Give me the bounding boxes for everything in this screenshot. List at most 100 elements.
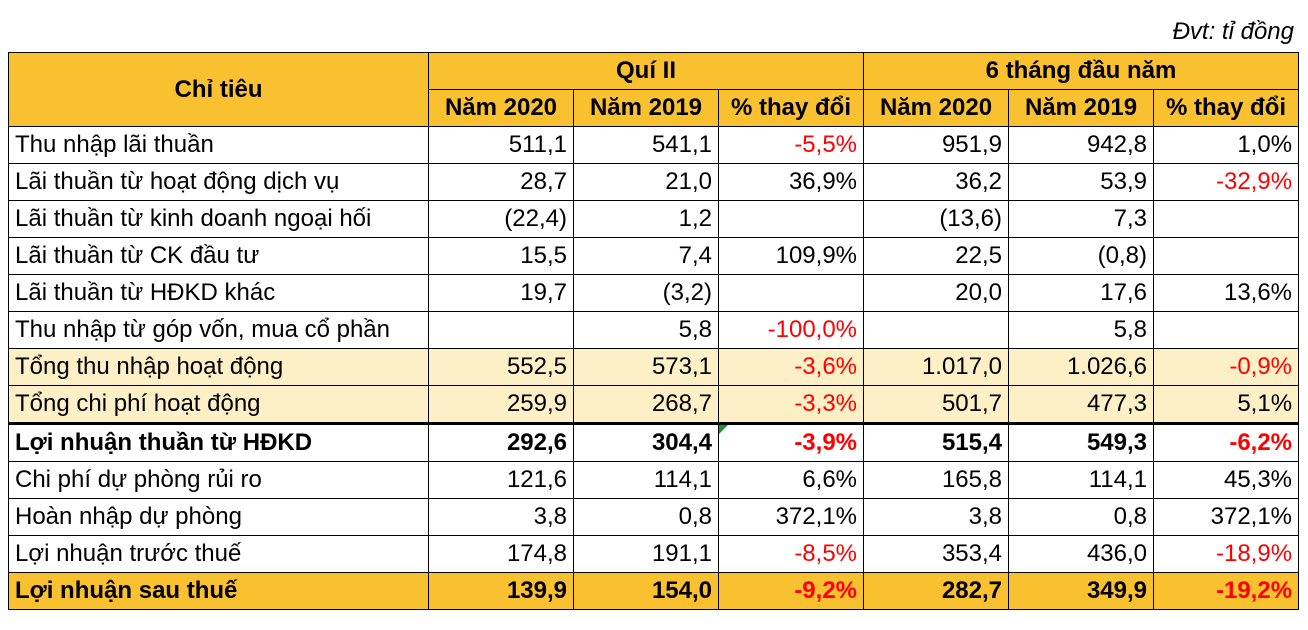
q2-2019-cell: 268,7 bbox=[573, 385, 719, 424]
table-row-total-income: Tổng thu nhập hoạt động 552,5 573,1 -3,6… bbox=[8, 348, 1300, 386]
h1-change-cell: 372,1% bbox=[1153, 498, 1300, 536]
q2-2020-header: Năm 2020 bbox=[428, 89, 574, 127]
row-label: Lợi nhuận thuần từ HĐKD bbox=[8, 422, 429, 462]
q2-change-cell: -9,2% bbox=[717, 572, 865, 610]
table-row: Lãi thuần từ CK đầu tư 15,5 7,4 109,9% 2… bbox=[8, 237, 1300, 275]
q2-change-cell: -3,9% bbox=[717, 422, 865, 462]
table-row-net-profit: Lợi nhuận sau thuế 139,9 154,0 -9,2% 282… bbox=[8, 572, 1300, 610]
table-header: Chỉ tiêu Quí II 6 tháng đầu năm Năm 2020… bbox=[8, 52, 1300, 127]
row-label: Chi phí dự phòng rủi ro bbox=[8, 461, 429, 499]
table-row: Thu nhập lãi thuần 511,1 541,1 -5,5% 951… bbox=[8, 126, 1300, 164]
h1-2020-cell: 951,9 bbox=[863, 126, 1010, 164]
h1-2020-header: Năm 2020 bbox=[863, 89, 1010, 127]
h1-2020-cell bbox=[863, 311, 1010, 349]
q2-2019-cell: 0,8 bbox=[573, 498, 719, 536]
q2-2020-cell: (22,4) bbox=[428, 200, 574, 238]
h1-change-cell bbox=[1153, 311, 1300, 349]
h1-2019-cell: 53,9 bbox=[1008, 163, 1155, 201]
q2-change-cell: 109,9% bbox=[717, 237, 865, 275]
unit-label: Đvt: tỉ đồng bbox=[1172, 18, 1294, 45]
q2-2019-cell: 21,0 bbox=[573, 163, 719, 201]
q2-2019-cell: 541,1 bbox=[573, 126, 719, 164]
h1-change-cell bbox=[1153, 237, 1300, 275]
row-label: Hoàn nhập dự phòng bbox=[8, 498, 429, 536]
q2-2020-cell: 121,6 bbox=[428, 461, 574, 499]
h1-change-cell: -0,9% bbox=[1153, 348, 1300, 386]
table-row: Chi phí dự phòng rủi ro 121,6 114,1 6,6%… bbox=[8, 461, 1300, 499]
header-row-groups: Chỉ tiêu Quí II 6 tháng đầu năm bbox=[8, 52, 1300, 127]
q2-change-value: -3,9% bbox=[794, 429, 858, 456]
h1-2019-cell: 349,9 bbox=[1008, 572, 1155, 610]
q2-2019-cell: 1,2 bbox=[573, 200, 719, 238]
h1-change-cell: -18,9% bbox=[1153, 535, 1300, 573]
h1-2019-cell: 436,0 bbox=[1008, 535, 1155, 573]
q2-2020-cell: 19,7 bbox=[428, 274, 574, 312]
q2-2020-cell: 139,9 bbox=[428, 572, 574, 610]
h1-2019-cell: 0,8 bbox=[1008, 498, 1155, 536]
table-row-operating-profit: Lợi nhuận thuần từ HĐKD 292,6 304,4 -3,9… bbox=[8, 422, 1300, 462]
q2-change-cell: -3,3% bbox=[717, 385, 865, 424]
h1-change-cell: -32,9% bbox=[1153, 163, 1300, 201]
table-row: Lãi thuần từ hoạt động dịch vụ 28,7 21,0… bbox=[8, 163, 1300, 201]
h1-2020-cell: 282,7 bbox=[863, 572, 1010, 610]
row-label: Tổng thu nhập hoạt động bbox=[8, 348, 429, 386]
h1-2019-cell: 549,3 bbox=[1008, 422, 1155, 462]
q2-2020-cell: 552,5 bbox=[428, 348, 574, 386]
q2-change-cell: -5,5% bbox=[717, 126, 865, 164]
h1-2020-cell: (13,6) bbox=[863, 200, 1010, 238]
cell-comment-flag-icon bbox=[719, 426, 728, 434]
q2-group-header: Quí II bbox=[427, 52, 865, 90]
h1-change-cell: 5,1% bbox=[1153, 385, 1300, 424]
table-row-total-expense: Tổng chi phí hoạt động 259,9 268,7 -3,3%… bbox=[8, 385, 1300, 424]
q2-change-cell: -3,6% bbox=[717, 348, 865, 386]
q2-change-cell bbox=[717, 200, 865, 238]
h1-2020-cell: 36,2 bbox=[863, 163, 1010, 201]
row-label: Lãi thuần từ HĐKD khác bbox=[8, 274, 429, 312]
row-label: Thu nhập từ góp vốn, mua cổ phần bbox=[8, 311, 429, 349]
table-row: Lợi nhuận trước thuế 174,8 191,1 -8,5% 3… bbox=[8, 535, 1300, 573]
table-row: Thu nhập từ góp vốn, mua cổ phần 5,8 -10… bbox=[8, 311, 1300, 349]
q2-2019-cell: 191,1 bbox=[573, 535, 719, 573]
q2-change-cell: 372,1% bbox=[717, 498, 865, 536]
q2-2019-cell: (3,2) bbox=[573, 274, 719, 312]
row-label: Lãi thuần từ CK đầu tư bbox=[8, 237, 429, 275]
row-label: Tổng chi phí hoạt động bbox=[8, 385, 429, 424]
q2-2020-cell: 3,8 bbox=[428, 498, 574, 536]
q2-change-header: % thay đổi bbox=[717, 89, 865, 127]
q2-2019-cell: 304,4 bbox=[573, 422, 719, 462]
h1-2019-cell: 7,3 bbox=[1008, 200, 1155, 238]
h1-change-cell: -19,2% bbox=[1153, 572, 1300, 610]
q2-2020-cell: 292,6 bbox=[428, 422, 574, 462]
q2-2020-cell: 28,7 bbox=[428, 163, 574, 201]
h1-2020-cell: 22,5 bbox=[863, 237, 1010, 275]
row-label: Thu nhập lãi thuần bbox=[8, 126, 429, 164]
h1-2019-cell: 1.026,6 bbox=[1008, 348, 1155, 386]
q2-change-cell: -100,0% bbox=[717, 311, 865, 349]
q2-2019-cell: 7,4 bbox=[573, 237, 719, 275]
h1-2020-cell: 20,0 bbox=[863, 274, 1010, 312]
q2-2020-cell: 259,9 bbox=[428, 385, 574, 424]
financial-table: Chỉ tiêu Quí II 6 tháng đầu năm Năm 2020… bbox=[8, 52, 1300, 610]
q2-2020-cell: 15,5 bbox=[428, 237, 574, 275]
row-label: Lãi thuần từ kinh doanh ngoại hối bbox=[8, 200, 429, 238]
q2-2019-cell: 573,1 bbox=[573, 348, 719, 386]
table-row: Lãi thuần từ kinh doanh ngoại hối (22,4)… bbox=[8, 200, 1300, 238]
table-row: Lãi thuần từ HĐKD khác 19,7 (3,2) 20,0 1… bbox=[8, 274, 1300, 312]
h1-2019-cell: 942,8 bbox=[1008, 126, 1155, 164]
h1-group-header: 6 tháng đầu năm bbox=[863, 52, 1300, 90]
indicator-header: Chỉ tiêu bbox=[8, 52, 429, 127]
h1-change-cell bbox=[1153, 200, 1300, 238]
h1-2019-cell: 5,8 bbox=[1008, 311, 1155, 349]
h1-2020-cell: 165,8 bbox=[863, 461, 1010, 499]
row-label: Lãi thuần từ hoạt động dịch vụ bbox=[8, 163, 429, 201]
h1-change-header: % thay đổi bbox=[1153, 89, 1300, 127]
q2-change-cell: -8,5% bbox=[717, 535, 865, 573]
q2-2019-cell: 114,1 bbox=[573, 461, 719, 499]
h1-change-cell: 1,0% bbox=[1153, 126, 1300, 164]
q2-change-cell: 6,6% bbox=[717, 461, 865, 499]
header-row-columns: Năm 2020 Năm 2019 % thay đổi Năm 2020 Nă… bbox=[9, 89, 1300, 127]
h1-change-cell: -6,2% bbox=[1153, 422, 1300, 462]
h1-2020-cell: 353,4 bbox=[863, 535, 1010, 573]
h1-change-cell: 45,3% bbox=[1153, 461, 1300, 499]
q2-2019-cell: 5,8 bbox=[573, 311, 719, 349]
